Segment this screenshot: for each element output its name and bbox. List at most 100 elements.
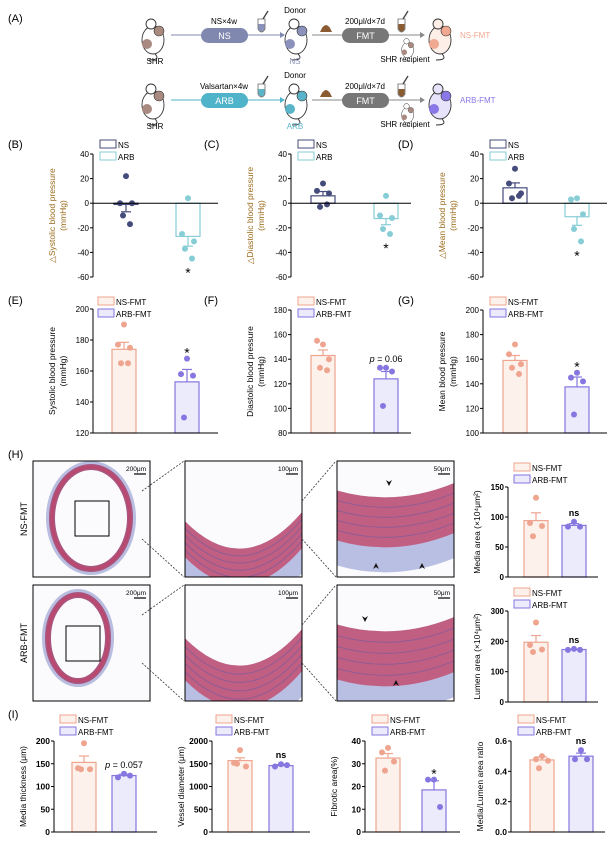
y-tick-label: 120 xyxy=(76,429,90,438)
y-tick-label: 140 xyxy=(466,380,480,389)
bar xyxy=(564,386,590,434)
data-point xyxy=(574,369,580,376)
y-tick-label: 200 xyxy=(36,736,50,746)
y-tick-label: 180 xyxy=(76,336,90,345)
significance-annotation: * xyxy=(383,240,389,256)
scale-bar-label: 100μm xyxy=(278,590,298,597)
legend-swatch xyxy=(215,726,233,736)
bar xyxy=(310,354,336,434)
data-point xyxy=(317,364,323,371)
y-tick-label: 1500 xyxy=(189,759,208,769)
y-tick-label: 0 xyxy=(85,199,90,208)
data-point xyxy=(184,355,190,362)
data-point xyxy=(425,776,431,783)
result-label: ARB-FMT xyxy=(460,96,496,105)
data-point xyxy=(190,372,196,379)
y-tick-label: -60 xyxy=(275,273,287,282)
data-point xyxy=(385,744,391,751)
data-point xyxy=(571,518,577,525)
data-point xyxy=(437,803,443,810)
data-point xyxy=(518,361,524,368)
data-point xyxy=(121,770,127,777)
y-tick-label: -60 xyxy=(467,273,479,282)
histology-image xyxy=(337,585,454,701)
y-tick-label: 140 xyxy=(76,398,90,407)
data-point xyxy=(81,740,87,747)
bar xyxy=(111,348,137,434)
data-point xyxy=(189,255,195,262)
significance-annotation: * xyxy=(431,766,437,782)
dose-label: 200μl/d×7d xyxy=(345,82,385,91)
data-point xyxy=(580,378,586,385)
data-point xyxy=(578,747,584,754)
data-point xyxy=(506,180,512,187)
y-tick-label: 100 xyxy=(274,404,288,413)
legend-swatch xyxy=(489,139,507,149)
data-point xyxy=(571,645,577,652)
significance-annotation: * xyxy=(185,265,191,281)
histology-image xyxy=(185,461,302,577)
y-tick-label: -20 xyxy=(77,224,89,233)
legend-label: NS-FMT xyxy=(390,716,420,725)
legend-swatch xyxy=(489,296,507,306)
panel-label: (B) xyxy=(8,139,23,151)
data-point xyxy=(512,341,518,348)
bar-chart: -60 -40 -20 0 20 40 △Mean blood pressure (mmHg)… xyxy=(437,139,607,282)
panel-label: (G) xyxy=(398,295,414,307)
significance-annotation: p = 0.06 xyxy=(369,354,403,364)
data-point xyxy=(574,195,580,202)
image-frame xyxy=(184,584,303,702)
y-axis-label: Vessel diameter (μm) xyxy=(176,746,186,827)
data-point xyxy=(565,523,571,530)
y-tick-label: 0 xyxy=(356,827,361,837)
significance-annotation: ns xyxy=(576,736,587,746)
y-tick-label: 2000 xyxy=(189,736,208,746)
panel-label: (E) xyxy=(8,295,23,307)
data-point xyxy=(516,370,522,377)
data-point xyxy=(530,533,536,540)
y-axis-label: △Mean blood pressure xyxy=(437,172,447,259)
mouse-icon xyxy=(401,38,414,62)
legend-label: ARB-FMT xyxy=(234,728,270,737)
legend-label: NS-FMT xyxy=(116,298,146,307)
legend-swatch xyxy=(99,151,117,161)
tube-icon xyxy=(257,10,269,33)
y-tick-label: 0 xyxy=(203,827,208,837)
arrow-head xyxy=(280,32,285,38)
y-tick-label: 300 xyxy=(491,607,505,616)
significance-annotation: * xyxy=(574,247,580,263)
data-point xyxy=(545,757,551,764)
bar-chart: 80 100 120 140 160 180 Diastolic blood pressur… xyxy=(245,296,411,438)
bar-chart: 0 10 20 30 40 Fibrotic area(%) NS-FMT ARB-FMT * xyxy=(329,714,460,837)
y-tick-label: 40 xyxy=(278,150,287,159)
panel-label: (D) xyxy=(398,139,413,151)
zoom-connector xyxy=(141,662,185,702)
data-point xyxy=(536,765,542,772)
data-point xyxy=(243,763,249,770)
scale-bar-label: 50μm xyxy=(434,466,450,473)
data-point xyxy=(379,749,385,756)
data-point xyxy=(314,337,320,344)
y-tick-label: -60 xyxy=(77,273,89,282)
legend-label: NS-FMT xyxy=(316,298,346,307)
y-axis-label: Fibrotic area(%) xyxy=(329,756,339,817)
y-axis-label: Lumen area (×10⁴μm²) xyxy=(472,613,482,699)
bar xyxy=(523,641,549,703)
y-tick-label: 20 xyxy=(80,175,89,184)
start-label: SHR xyxy=(147,57,164,66)
mouse-icon xyxy=(428,83,452,126)
data-point xyxy=(527,520,533,526)
mouse-icon xyxy=(284,18,308,61)
scale-bar-label: 100μm xyxy=(278,466,298,473)
y-tick-label: 160 xyxy=(274,331,288,340)
data-point xyxy=(127,772,133,779)
data-point xyxy=(578,238,584,245)
legend-swatch xyxy=(59,714,77,724)
histology-image xyxy=(337,461,454,577)
y-axis-label: △Diastolic blood pressure xyxy=(245,167,255,265)
data-point xyxy=(324,367,330,374)
data-point xyxy=(568,374,574,381)
data-point xyxy=(577,523,583,530)
y-tick-label: 100 xyxy=(491,668,505,677)
scale-bar-label: 50μm xyxy=(434,590,450,597)
